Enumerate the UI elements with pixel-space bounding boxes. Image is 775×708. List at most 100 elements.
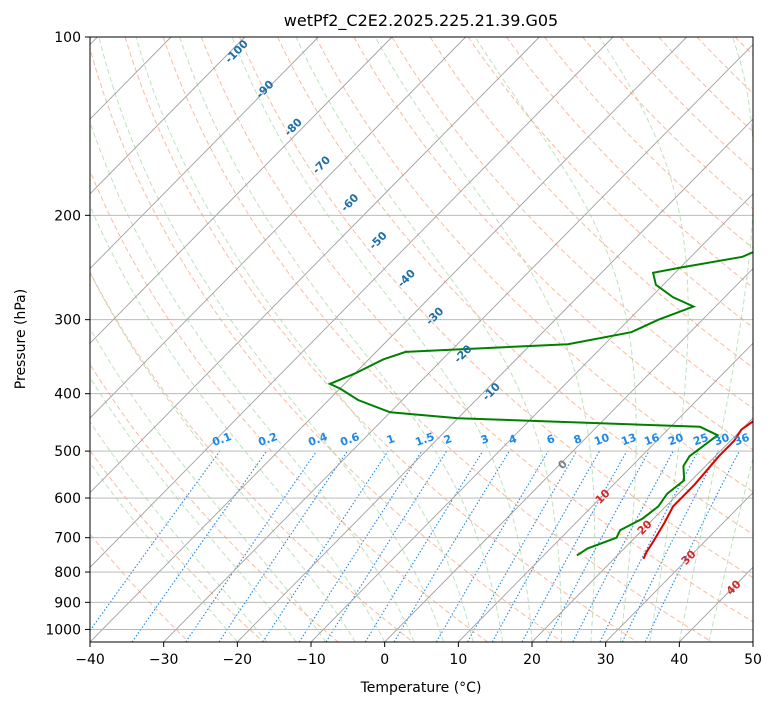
mixing-ratio-label: 8 bbox=[572, 432, 584, 447]
mixing-ratio-line bbox=[599, 450, 699, 642]
moist-adiabat bbox=[90, 327, 327, 642]
mixing-ratio-label: 20 bbox=[666, 431, 685, 449]
isotherm-line bbox=[90, 37, 467, 419]
mixing-ratio-label: 16 bbox=[642, 431, 661, 449]
mixing-ratio-label: 10 bbox=[592, 431, 611, 449]
dewpoint-profile bbox=[327, 251, 753, 557]
mixing-ratio-line bbox=[572, 450, 674, 642]
y-tick-label: 500 bbox=[54, 444, 81, 460]
dry-adiabat bbox=[391, 37, 753, 410]
isotherm-line bbox=[605, 491, 753, 642]
isotherm-line bbox=[90, 37, 393, 344]
y-tick-label: 200 bbox=[54, 208, 81, 224]
y-tick-label: 900 bbox=[54, 595, 81, 611]
isotherm-line bbox=[458, 342, 753, 642]
dry-adiabat bbox=[90, 363, 339, 642]
plot-frame bbox=[89, 36, 754, 643]
moist-adiabat bbox=[179, 37, 503, 642]
mixing-ratio-line bbox=[262, 450, 389, 642]
moist-adiabat bbox=[295, 37, 562, 642]
mixing-ratio-line bbox=[90, 450, 221, 632]
isotherm-line bbox=[531, 417, 753, 642]
moist-adiabat bbox=[374, 37, 596, 642]
x-axis-label: Temperature (°C) bbox=[360, 680, 482, 696]
mixing-ratio-label: 3 bbox=[479, 432, 491, 447]
dry-adiabat bbox=[90, 46, 563, 642]
dry-adiabat bbox=[620, 37, 753, 171]
isotherm-line bbox=[310, 193, 753, 642]
mixing-ratio-line bbox=[325, 450, 448, 642]
mixing-ratio-label: 4 bbox=[507, 432, 519, 447]
mixing-ratio-label: 30 bbox=[712, 431, 731, 449]
mixing-ratio-line bbox=[521, 450, 628, 642]
dry-adiabat bbox=[505, 37, 753, 289]
x-tick-label: 30 bbox=[597, 652, 615, 668]
isotherm-line bbox=[90, 37, 540, 494]
moist-adiabat bbox=[474, 37, 637, 642]
y-axis-label: Pressure (hPa) bbox=[13, 289, 29, 389]
mixing-ratio-label: 1.5 bbox=[413, 430, 436, 449]
mixing-ratio-line bbox=[131, 450, 268, 642]
mixing-ratio-label: 6 bbox=[545, 432, 557, 447]
dry-adiabat bbox=[429, 37, 753, 369]
dry-adiabat bbox=[200, 37, 753, 623]
mixing-ratio-line bbox=[393, 450, 510, 642]
mixing-ratio-label: 13 bbox=[619, 431, 638, 448]
isotherm-line bbox=[90, 37, 246, 195]
isotherm-line bbox=[384, 267, 753, 642]
mixing-ratio-label: 0.4 bbox=[306, 430, 329, 449]
dry-adiabat bbox=[124, 37, 638, 642]
x-tick-label: 0 bbox=[380, 652, 389, 668]
mixing-ratio-label: 1 bbox=[385, 432, 397, 447]
dry-adiabat bbox=[239, 37, 753, 579]
x-tick-label: −10 bbox=[296, 652, 326, 668]
moist-adiabat bbox=[98, 37, 445, 642]
x-tick-label: 20 bbox=[523, 652, 541, 668]
dry-adiabat bbox=[582, 37, 753, 210]
x-tick-label: −40 bbox=[75, 652, 105, 668]
mixing-ratio-line bbox=[491, 450, 600, 642]
isotherm-line bbox=[90, 37, 688, 642]
moist-adiabat bbox=[135, 37, 474, 642]
y-tick-label: 1000 bbox=[45, 622, 81, 638]
mixing-ratio-line bbox=[364, 450, 484, 642]
mixing-ratio-label: 2 bbox=[442, 432, 454, 447]
mixing-ratio-line bbox=[298, 450, 423, 642]
y-tick-label: 700 bbox=[54, 531, 81, 547]
isotherm-line bbox=[237, 118, 753, 642]
temperature-profile bbox=[642, 420, 753, 560]
moist-adiabat bbox=[90, 462, 238, 642]
y-tick-label: 800 bbox=[54, 565, 81, 581]
moist-adiabat bbox=[90, 421, 268, 642]
mixing-ratio-line bbox=[545, 450, 650, 642]
x-tick-label: 40 bbox=[670, 652, 688, 668]
mixing-ratio-label: 36 bbox=[732, 431, 751, 449]
mixing-ratio-line bbox=[218, 450, 348, 642]
moist-adiabat bbox=[90, 271, 356, 642]
y-tick-label: 100 bbox=[54, 30, 81, 46]
moist-adiabat bbox=[231, 37, 533, 642]
dry-adiabat bbox=[90, 169, 488, 642]
mixing-ratio-line bbox=[185, 450, 318, 642]
x-tick-label: 50 bbox=[744, 652, 762, 668]
isotherm-line bbox=[163, 43, 753, 642]
dry-adiabat bbox=[90, 449, 264, 642]
x-tick-label: −20 bbox=[223, 652, 253, 668]
y-tick-label: 400 bbox=[54, 387, 81, 403]
isotherm-line bbox=[90, 37, 319, 270]
x-tick-label: 10 bbox=[449, 652, 467, 668]
dry-adiabat bbox=[90, 533, 190, 642]
mixing-ratio-label: 25 bbox=[691, 431, 710, 448]
moist-adiabat bbox=[598, 37, 689, 642]
dry-adiabat bbox=[277, 37, 753, 535]
x-tick-label: −30 bbox=[149, 652, 179, 668]
y-tick-label: 600 bbox=[54, 491, 81, 507]
mixing-ratio-label: 0.6 bbox=[338, 430, 361, 449]
mixing-ratio-line bbox=[621, 450, 719, 642]
dry-adiabat bbox=[315, 37, 753, 493]
dry-adiabat bbox=[162, 37, 712, 642]
isotherm-line bbox=[90, 37, 614, 568]
mixing-ratio-label: 0.2 bbox=[256, 430, 279, 449]
chart-title: wetPf2_C2E2.2025.225.21.39.G05 bbox=[284, 11, 558, 31]
